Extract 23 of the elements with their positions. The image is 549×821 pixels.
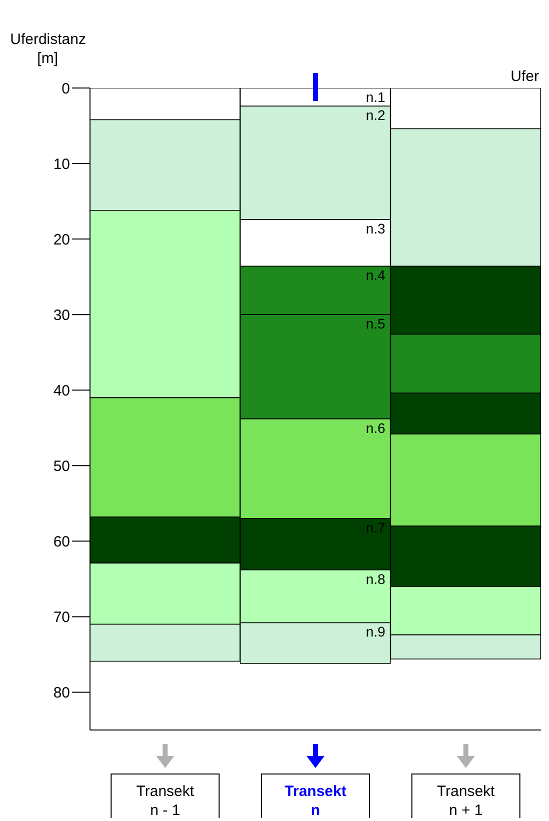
x-tick-label: Transekt n + 1 xyxy=(436,783,496,819)
data-label: n.9 xyxy=(366,624,386,640)
data-label: n.8 xyxy=(366,570,386,587)
y-tick-label: 30 xyxy=(53,306,70,324)
y-axis-title: Uferdistanz [m] xyxy=(9,30,86,68)
y-tick-label: 0 xyxy=(62,80,70,98)
data-label: n.2 xyxy=(366,107,386,124)
data-label: n.5 xyxy=(366,316,386,332)
text: Ufer xyxy=(510,68,539,85)
y-tick-label: 20 xyxy=(53,231,70,248)
data-label: n.6 xyxy=(366,420,386,436)
data-label: n.4 xyxy=(366,267,386,284)
data-label: n.3 xyxy=(366,220,386,236)
y-tick-label: 10 xyxy=(53,156,70,173)
data-label: n.1 xyxy=(366,89,386,105)
y-tick-label: 80 xyxy=(53,684,70,702)
x-tick-label: Transekt n - 1 xyxy=(136,783,195,819)
y-tick-label: 70 xyxy=(53,609,70,626)
y-tick-label: 60 xyxy=(53,534,70,550)
y-tick-label: 50 xyxy=(53,458,70,475)
x-tick-label: Transekt n xyxy=(284,783,346,819)
data-label: n.7 xyxy=(366,520,386,536)
y-tick-label: 40 xyxy=(53,382,70,400)
